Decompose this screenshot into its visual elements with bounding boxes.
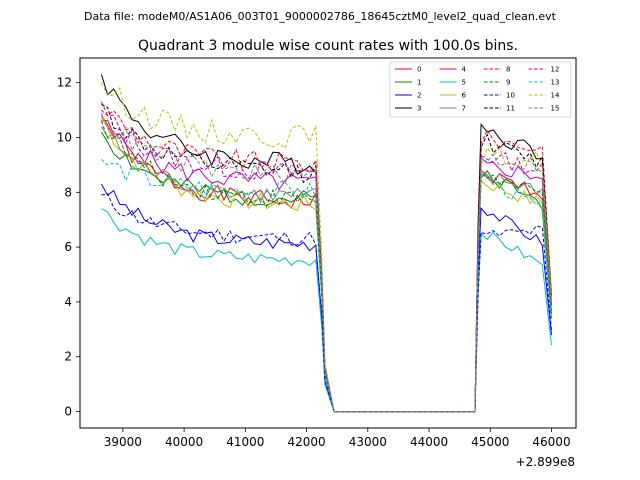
series-line-4: [101, 119, 552, 413]
x-tick-label: 42000: [287, 435, 325, 449]
y-tick-label: 6: [64, 240, 72, 254]
x-axis: 39000 40000 41000 42000 43000 44000 45000 46000: [104, 428, 571, 449]
legend-label-10: 10: [506, 92, 515, 100]
x-tick-label: 45000: [471, 435, 509, 449]
series-line-3: [100, 74, 552, 413]
y-tick-label: 0: [64, 405, 72, 419]
y-tick-label: 12: [57, 76, 72, 90]
legend-label-3: 3: [417, 105, 421, 113]
series-line-13: [101, 159, 552, 413]
axes-frame: [79, 57, 577, 429]
legend-label-11: 11: [506, 105, 515, 113]
plot-area: [79, 57, 577, 429]
y-tick-label: 2: [64, 350, 72, 364]
legend-label-12: 12: [551, 66, 560, 74]
x-axis-offset-label: +2.899e8: [516, 455, 575, 469]
series-line-5: [101, 208, 552, 413]
x-tick-label: 44000: [410, 435, 448, 449]
series-line-6: [100, 118, 552, 413]
legend-label-6: 6: [462, 92, 467, 100]
legend-label-8: 8: [506, 66, 510, 74]
legend-label-9: 9: [506, 79, 510, 87]
series-layer: [100, 74, 552, 413]
legend-label-1: 1: [417, 79, 421, 87]
legend-label-7: 7: [462, 105, 466, 113]
y-axis: 0 2 4 6 8 10 12: [57, 76, 80, 419]
y-tick-label: 10: [57, 130, 72, 144]
x-tick-label: 40000: [165, 435, 203, 449]
y-tick-label: 4: [64, 295, 72, 309]
legend-box: [389, 61, 572, 118]
series-line-9: [100, 120, 552, 413]
x-tick-label: 43000: [349, 435, 387, 449]
legend-label-0: 0: [417, 66, 421, 74]
figure-suptitle: Data file: modeM0/AS1A06_003T01_90000027…: [84, 10, 557, 23]
series-line-14: [100, 82, 552, 413]
series-line-8: [100, 101, 552, 413]
x-tick-label: 41000: [226, 435, 264, 449]
series-line-12: [101, 109, 552, 413]
x-tick-label: 39000: [104, 435, 142, 449]
chart-title: Quadrant 3 module wise count rates with …: [138, 38, 518, 54]
series-line-11: [101, 104, 552, 413]
legend-label-2: 2: [417, 92, 421, 100]
legend-label-5: 5: [462, 79, 466, 87]
series-line-10: [101, 193, 552, 413]
x-tick-label: 46000: [532, 435, 570, 449]
series-line-15: [100, 112, 552, 413]
legend-label-4: 4: [462, 66, 467, 74]
legend-label-13: 13: [551, 79, 560, 87]
y-tick-label: 8: [64, 185, 72, 199]
legend-label-15: 15: [551, 105, 560, 113]
legend-label-14: 14: [551, 92, 560, 100]
